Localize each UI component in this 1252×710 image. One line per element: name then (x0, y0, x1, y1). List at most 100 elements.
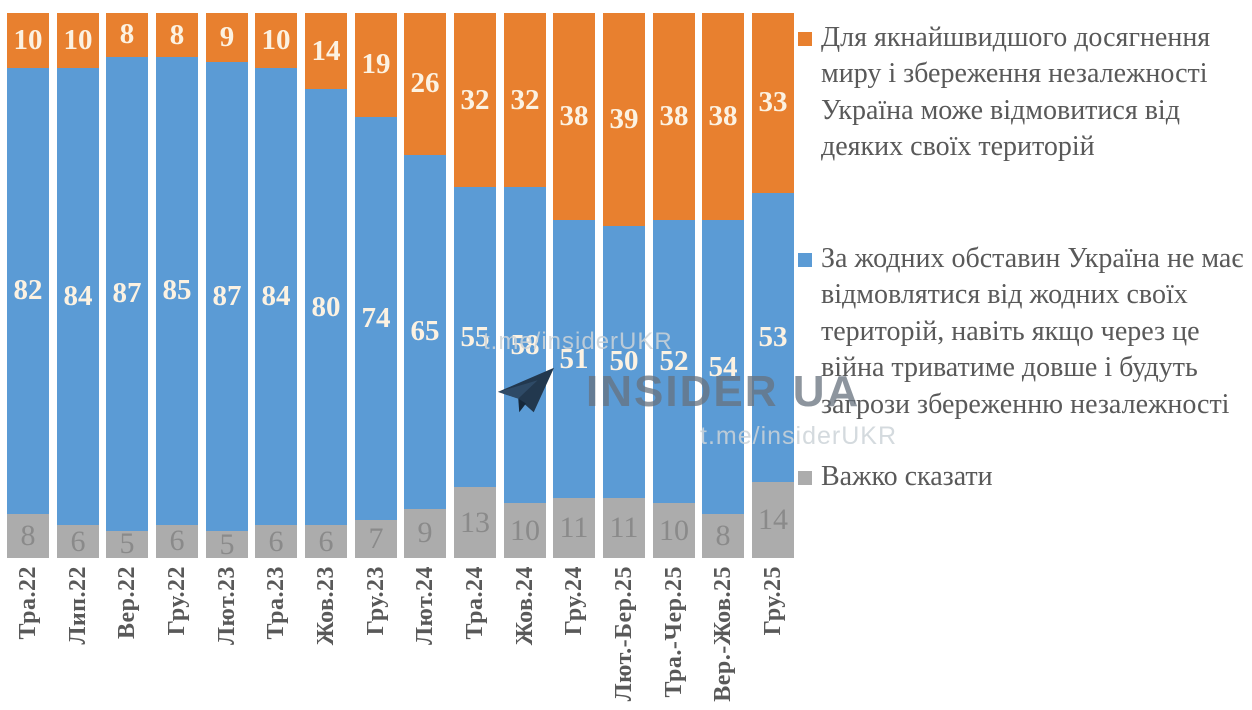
bar-segment-no-concessions: 58 (504, 187, 546, 504)
bar-group: 32 58 10 (504, 13, 546, 558)
bar-segment-concede-territories: 26 (404, 13, 446, 155)
x-axis-label: Лип.22 (65, 566, 91, 645)
bar-segment-concede-territories: 8 (156, 13, 198, 58)
bar-segment-no-concessions: 74 (355, 116, 397, 520)
bar-value-label: 10 (13, 23, 43, 56)
bar-segment-concede-territories: 38 (653, 13, 695, 221)
bar-segment-no-concessions: 53 (752, 192, 794, 482)
bar-segment-hard-to-say: 6 (305, 525, 347, 558)
bar-value-label: 8 (715, 519, 731, 553)
bar-value-label: 54 (708, 350, 738, 383)
bar-value-label: 9 (417, 516, 433, 550)
bar-segment-concede-territories: 32 (454, 13, 496, 188)
bar-segment-hard-to-say: 5 (106, 527, 148, 561)
bar-value-label: 32 (460, 83, 490, 116)
bar-segment-hard-to-say: 11 (553, 498, 595, 558)
bar-segment-no-concessions: 84 (255, 67, 297, 526)
bar-segment-concede-territories: 32 (504, 13, 546, 188)
bar-value-label: 10 (659, 513, 689, 547)
legend-label: Для якнайшвидшого досягнення миру і збер… (821, 22, 1211, 163)
bar-segment-hard-to-say: 5 (206, 529, 248, 559)
bar-segment-concede-territories: 14 (305, 13, 347, 90)
bar-group: 10 82 8 (7, 13, 49, 558)
bar-value-label: 65 (410, 315, 440, 348)
x-axis-label: Гру.23 (363, 566, 389, 636)
legend-swatch-orange (798, 32, 812, 46)
bar-value-label: 19 (361, 48, 391, 81)
bar-value-label: 8 (20, 519, 36, 553)
bar-value-label: 51 (559, 342, 589, 375)
bar-group: 38 54 8 (702, 13, 744, 558)
bar-value-label: 26 (410, 67, 440, 100)
x-axis-label: Вер.-Жов.25 (710, 566, 736, 702)
bar-value-label: 82 (13, 274, 43, 307)
bar-segment-hard-to-say: 6 (57, 525, 99, 558)
bar-value-label: 38 (659, 100, 689, 133)
bar-value-label: 38 (708, 100, 738, 133)
bar-value-label: 8 (169, 18, 185, 51)
bar-value-label: 7 (368, 521, 384, 555)
bar-group: 38 52 10 (653, 13, 695, 558)
bar-segment-hard-to-say: 13 (454, 487, 496, 558)
x-axis-label: Гру.24 (561, 566, 587, 636)
bar-group: 10 84 6 (255, 13, 297, 558)
bar-segment-concede-territories: 10 (255, 13, 297, 68)
legend-label: За жодних обставин Україна не має відмов… (821, 243, 1244, 420)
bar-group: 32 55 13 (454, 13, 496, 558)
bar-group: 14 80 6 (305, 13, 347, 558)
bar-value-label: 14 (758, 502, 788, 536)
x-axis-label: Тра.22 (15, 566, 41, 640)
bar-segment-hard-to-say: 9 (404, 508, 446, 558)
bar-value-label: 38 (559, 100, 589, 133)
x-axis-label: Жов.24 (512, 566, 538, 646)
bar-value-label: 39 (609, 102, 639, 135)
bar-value-label: 84 (63, 279, 93, 312)
bar-value-label: 33 (758, 86, 788, 119)
bar-group: 38 51 11 (553, 13, 595, 558)
bar-value-label: 74 (361, 301, 391, 334)
bar-value-label: 14 (311, 34, 341, 67)
x-axis-label: Тра.24 (462, 566, 488, 640)
x-axis-label: Гру.22 (164, 566, 190, 636)
bar-value-label: 55 (460, 320, 490, 353)
bar-group: 8 85 6 (156, 13, 198, 558)
bar-value-label: 84 (261, 279, 291, 312)
x-axis-label: Тра.-Чер.25 (661, 566, 687, 698)
bar-group: 19 74 7 (355, 13, 397, 558)
bar-segment-concede-territories: 9 (206, 13, 248, 62)
bar-segment-hard-to-say: 8 (702, 514, 744, 558)
bar-segment-hard-to-say: 8 (7, 514, 49, 558)
bar-segment-hard-to-say: 7 (355, 519, 397, 558)
bar-segment-no-concessions: 82 (7, 67, 49, 515)
bar-segment-concede-territories: 39 (603, 13, 645, 226)
bar-segment-concede-territories: 33 (752, 13, 794, 193)
bar-group: 39 50 11 (603, 13, 645, 558)
bar-segment-hard-to-say: 6 (156, 524, 198, 558)
bar-segment-no-concessions: 80 (305, 89, 347, 526)
bar-group: 10 84 6 (57, 13, 99, 558)
bar-value-label: 53 (758, 320, 788, 353)
bar-segment-no-concessions: 54 (702, 220, 744, 515)
bar-value-label: 11 (559, 511, 589, 544)
bar-segment-hard-to-say: 10 (504, 503, 546, 558)
bar-value-label: 10 (63, 23, 93, 56)
bar-value-label: 6 (70, 524, 86, 558)
bar-value-label: 5 (119, 527, 135, 561)
legend-swatch-blue (798, 253, 812, 267)
bar-value-label: 80 (311, 290, 341, 323)
bar-value-label: 6 (318, 524, 334, 558)
x-axis-label: Жов.23 (313, 566, 339, 646)
bar-segment-concede-territories: 10 (57, 13, 99, 68)
bar-group: 9 87 5 (206, 13, 248, 559)
bar-segment-concede-territories: 10 (7, 13, 49, 68)
bar-value-label: 13 (460, 505, 490, 539)
bar-segment-hard-to-say: 10 (653, 503, 695, 558)
bar-value-label: 87 (112, 277, 142, 310)
bar-value-label: 52 (659, 345, 689, 378)
x-axis-label: Вер.22 (114, 566, 140, 640)
bar-value-label: 9 (219, 20, 235, 53)
bar-segment-no-concessions: 65 (404, 154, 446, 509)
bar-value-label: 10 (261, 23, 291, 56)
legend-item-hard-to-say: Важко сказати (798, 459, 1250, 495)
